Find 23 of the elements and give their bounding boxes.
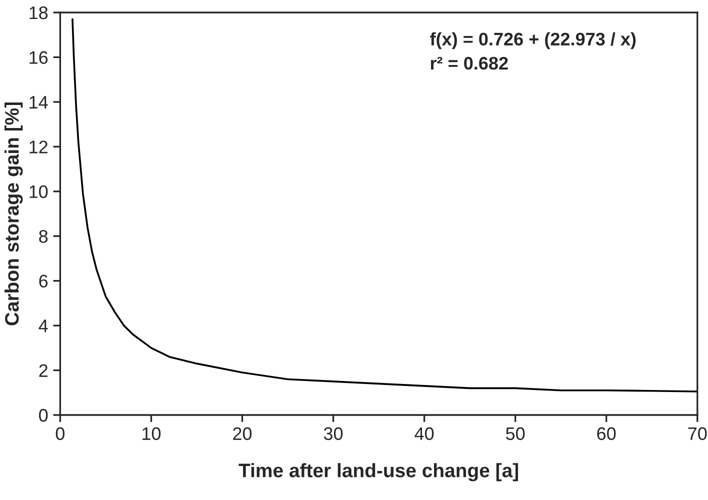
x-axis-title: Time after land-use change [a] [238,463,518,482]
x-tick-label: 60 [597,427,616,440]
y-tick-label: 0 [39,408,48,422]
x-tick-label: 30 [324,427,343,440]
y-tick-label: 6 [39,274,48,288]
x-tick-label: 20 [233,427,252,440]
x-tick-label: 10 [142,427,161,440]
x-tick-label: 50 [506,427,525,440]
annotation: r² = 0.682 [430,56,508,70]
y-tick-label: 18 [30,6,48,20]
y-tick-label: 12 [30,140,48,154]
y-tick-label: 10 [30,185,48,198]
y-tick-label: 2 [39,364,48,377]
y-tick-label: 16 [30,51,48,64]
y-tick-label: 14 [30,96,48,108]
y-tick-label: 8 [39,230,48,243]
y-axis-title: Carbon storage gain [%] [4,102,23,326]
line-series [72,18,698,392]
y-tick-label: 4 [38,320,48,332]
annotation: f(x) = 0.726 + (22.973 / x) [430,32,636,50]
x-tick-label: 70 [688,427,707,440]
x-tick-label: 40 [414,427,434,440]
x-tick-label: 0 [56,427,64,440]
